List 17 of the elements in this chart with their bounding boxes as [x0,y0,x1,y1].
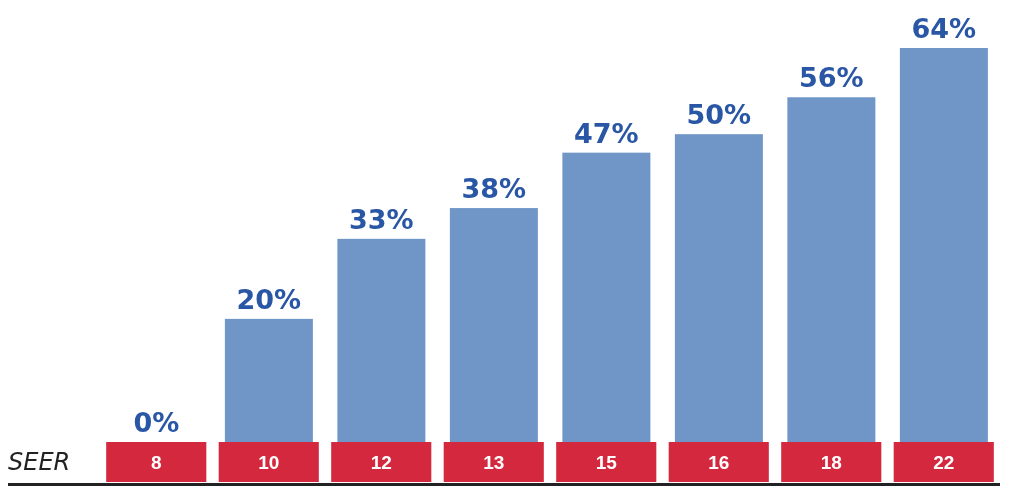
data-label: 50% [686,99,752,131]
data-label: 33% [349,203,414,235]
x-tick-label: 13 [483,452,505,473]
data-label: 38% [461,173,527,205]
x-tick-label: 8 [150,452,162,473]
data-label: 64% [911,13,977,44]
data-label: 56% [799,62,864,94]
x-tick-label: 18 [820,452,842,473]
data-label: 47% [574,117,639,149]
x-tick-label: 22 [933,452,955,473]
x-tick-label: 10 [258,452,280,473]
x-tick-label: 15 [595,452,618,473]
data-label: 0% [133,407,180,438]
x-axis-title: SEER [8,447,72,478]
x-tick-label: 16 [708,452,730,473]
data-label: 20% [236,283,302,315]
x-tick-label: 12 [370,452,392,473]
